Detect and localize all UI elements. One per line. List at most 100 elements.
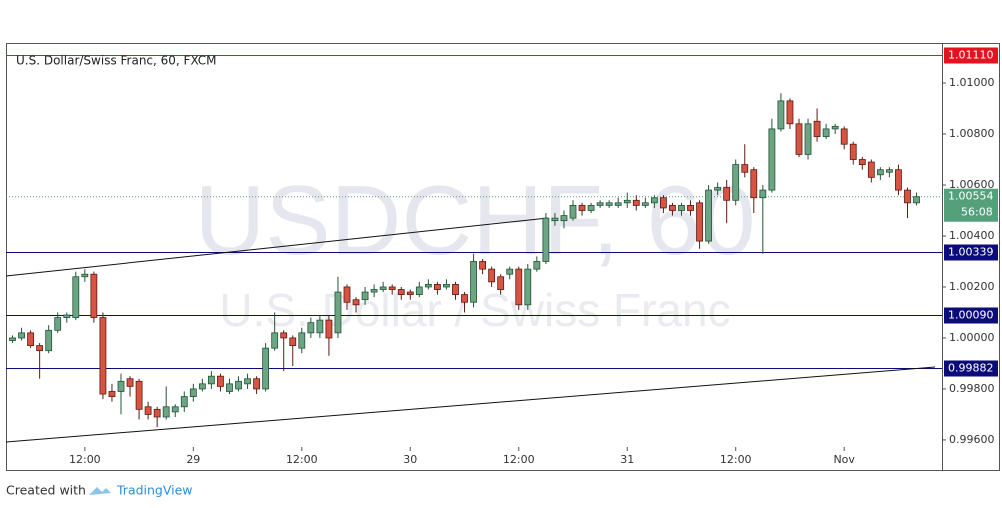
candle-body <box>795 123 803 155</box>
candle-body <box>289 337 297 346</box>
x-tick-label: 12:00 <box>286 453 318 466</box>
candle-body <box>741 164 749 173</box>
candle-body <box>524 268 532 306</box>
candle-body <box>226 383 233 392</box>
candle-body <box>27 332 35 346</box>
candle-body <box>153 408 161 418</box>
candle-body <box>198 383 206 390</box>
price-level-label: 1.01110 <box>948 49 994 62</box>
candle-body <box>443 284 450 288</box>
y-tick-label: 1.01000 <box>949 76 995 89</box>
candle-body <box>895 169 902 191</box>
footer-brand[interactable]: TradingView <box>116 483 193 498</box>
candle-body <box>623 199 631 204</box>
chart-frame <box>6 43 1000 471</box>
candle-body <box>18 332 25 339</box>
candle-body <box>723 187 731 201</box>
x-tick-label: 29 <box>186 453 200 466</box>
countdown-label: 56:08 <box>961 206 993 219</box>
candle-body <box>433 284 441 290</box>
candle-body <box>415 286 423 296</box>
candle-body <box>696 202 703 242</box>
candle-body <box>271 332 279 349</box>
price-level-label: 1.00339 <box>948 246 994 259</box>
candle-body <box>497 276 505 290</box>
candle-body <box>54 317 62 331</box>
candle-body <box>379 286 387 290</box>
candle-body <box>849 143 857 160</box>
candle-body <box>605 202 613 206</box>
candle-body <box>886 169 893 173</box>
price-level-box <box>944 244 998 261</box>
watermark-group: USDCHF, 60 U.S. Dollar / Swiss Franc <box>195 165 756 336</box>
y-tick-label: 0.99600 <box>949 433 995 446</box>
candle-body <box>479 261 487 270</box>
candle-body <box>551 217 559 222</box>
levels-group: 1.01110 1.00339 1.00090 0.99882 1.00554 56:08 <box>6 47 998 377</box>
candle-body <box>840 128 848 145</box>
candle-body <box>9 337 16 341</box>
candle-body <box>714 187 722 191</box>
y-tick-label: 0.99800 <box>949 382 995 395</box>
candle-body <box>804 123 812 155</box>
candle-body <box>388 286 396 290</box>
candle-body <box>515 268 523 306</box>
candle-body <box>162 406 170 418</box>
x-tick-label: 12:00 <box>720 453 752 466</box>
candle-body <box>452 284 459 296</box>
candle-body <box>180 396 188 408</box>
trend-line <box>5 217 549 277</box>
candle-body <box>660 197 667 209</box>
candle-body <box>352 299 360 306</box>
candle-body <box>461 294 468 303</box>
candle-body <box>904 189 911 204</box>
candle-body <box>678 204 685 211</box>
candle-body <box>307 322 315 334</box>
candle-body <box>506 268 514 275</box>
candle-body <box>361 291 369 301</box>
candle-body <box>370 289 378 293</box>
candle-body <box>207 375 215 385</box>
candle-body <box>406 291 414 296</box>
candle-body <box>569 204 577 219</box>
x-tick-label: 30 <box>403 453 417 466</box>
y-tick-label: 1.00200 <box>949 280 995 293</box>
candle-body <box>542 217 550 262</box>
y-tick-label: 1.00800 <box>949 127 995 140</box>
brand-logo <box>89 487 111 495</box>
price-level-box <box>944 360 998 377</box>
candle-body <box>397 289 405 296</box>
y-tick-label: 1.00400 <box>949 229 995 242</box>
x-tick-label: 31 <box>620 453 634 466</box>
candle-body <box>732 164 740 201</box>
footer-prefix: Created with <box>6 483 86 498</box>
candle-body <box>777 100 785 130</box>
candle-body <box>108 391 116 397</box>
candle-body <box>560 215 568 222</box>
candle-body <box>533 261 541 270</box>
watermark: USDCHF, 60 <box>195 165 756 275</box>
candle-body <box>45 329 53 352</box>
price-level-box <box>944 47 998 64</box>
candle-body <box>876 169 884 176</box>
candle-body <box>217 375 224 387</box>
candle-body <box>253 378 261 390</box>
candle-body <box>262 347 270 390</box>
price-level-label: 1.00090 <box>948 309 994 322</box>
candle-body <box>822 128 830 137</box>
trend-line <box>5 366 936 443</box>
candle-body <box>813 120 821 137</box>
candle-body <box>669 204 676 211</box>
candle-body <box>578 204 586 211</box>
candle-body <box>126 378 134 387</box>
candle-body <box>325 319 333 339</box>
candle-body <box>831 125 839 130</box>
candle-body <box>189 388 197 397</box>
candle-body <box>117 380 125 392</box>
candle-body <box>913 196 920 204</box>
candle-body <box>316 319 324 334</box>
candle-body <box>470 261 477 303</box>
candle-body <box>334 291 342 334</box>
last-price-box <box>944 188 998 222</box>
